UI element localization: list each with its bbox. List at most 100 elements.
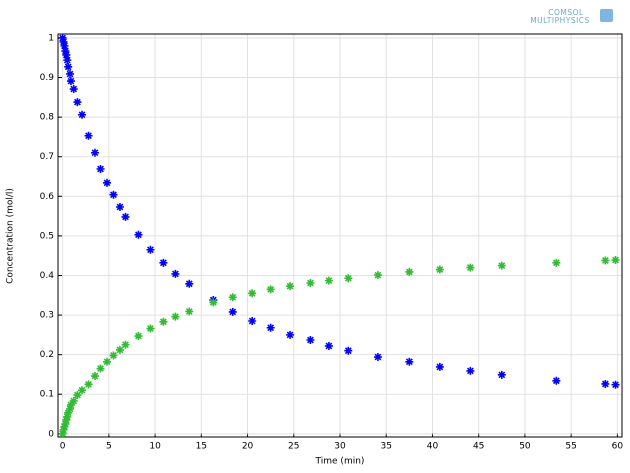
data-point xyxy=(286,282,295,291)
data-point xyxy=(66,400,75,409)
data-point xyxy=(61,47,70,56)
data-point xyxy=(90,148,99,157)
data-point xyxy=(78,110,87,119)
data-point xyxy=(228,307,237,316)
y-tick-label: 0.8 xyxy=(40,113,55,123)
logo-text: MULTIPHYSICS xyxy=(530,16,590,25)
data-point xyxy=(228,293,237,302)
x-tick-label: 10 xyxy=(149,442,161,452)
y-tick-label: 0.4 xyxy=(40,271,55,281)
data-point xyxy=(115,202,124,211)
y-tick-label: 1 xyxy=(48,33,54,43)
data-point xyxy=(63,56,72,65)
data-point xyxy=(62,50,71,59)
data-point xyxy=(121,340,130,349)
data-point xyxy=(601,256,610,265)
x-tick-label: 25 xyxy=(288,442,299,452)
x-tick-label: 5 xyxy=(106,442,112,452)
data-point xyxy=(185,279,194,288)
data-point xyxy=(109,190,118,199)
data-point xyxy=(324,341,333,350)
data-point xyxy=(73,98,82,107)
data-point xyxy=(405,267,414,276)
data-point xyxy=(103,178,112,187)
data-point xyxy=(373,353,382,362)
y-tick-label: 0.1 xyxy=(40,390,54,400)
data-point xyxy=(552,258,561,267)
x-tick-label: 45 xyxy=(473,442,484,452)
data-point xyxy=(84,380,93,389)
data-point xyxy=(146,324,155,333)
data-point xyxy=(286,330,295,339)
data-point xyxy=(90,372,99,381)
data-point xyxy=(64,408,73,417)
x-tick-label: 35 xyxy=(381,442,392,452)
data-point xyxy=(248,289,257,298)
data-point xyxy=(266,285,275,294)
data-point xyxy=(69,85,78,94)
data-point xyxy=(96,364,105,373)
logo-icon xyxy=(600,9,613,22)
data-point xyxy=(435,362,444,371)
data-point xyxy=(209,298,218,307)
y-tick-label: 0.9 xyxy=(40,73,55,83)
data-point xyxy=(115,345,124,354)
data-point xyxy=(64,62,73,71)
data-point xyxy=(324,276,333,285)
data-point xyxy=(248,317,257,326)
x-tick-label: 15 xyxy=(196,442,207,452)
y-tick-label: 0.2 xyxy=(40,350,54,360)
data-point xyxy=(611,380,620,389)
data-point xyxy=(266,323,275,332)
data-point xyxy=(58,33,67,42)
data-point xyxy=(134,332,143,341)
data-point xyxy=(58,429,67,438)
data-point xyxy=(96,164,105,173)
data-point xyxy=(171,269,180,278)
data-point xyxy=(61,419,70,428)
data-point xyxy=(306,279,315,288)
x-tick-label: 0 xyxy=(60,442,66,452)
data-point xyxy=(73,391,82,400)
data-point xyxy=(66,77,75,86)
data-point xyxy=(171,312,180,321)
data-point xyxy=(466,263,475,272)
data-point xyxy=(59,425,68,434)
data-point xyxy=(552,376,561,385)
x-tick-label: 30 xyxy=(334,442,346,452)
x-tick-label: 20 xyxy=(242,442,254,452)
data-point xyxy=(611,256,620,265)
y-tick-label: 0.3 xyxy=(40,311,54,321)
data-point xyxy=(159,258,168,267)
y-tick-label: 0.5 xyxy=(40,231,54,241)
data-point xyxy=(159,317,168,326)
data-point xyxy=(435,265,444,274)
data-point xyxy=(344,346,353,355)
x-tick-label: 60 xyxy=(612,442,624,452)
data-point xyxy=(60,41,69,50)
y-tick-label: 0.6 xyxy=(40,192,55,202)
data-point xyxy=(405,357,414,366)
y-tick-label: 0.7 xyxy=(40,152,54,162)
data-point xyxy=(62,415,71,424)
y-tick-label: 0 xyxy=(48,429,54,439)
data-point xyxy=(601,379,610,388)
data-point xyxy=(60,422,69,431)
logo-text: COMSOL xyxy=(548,8,584,17)
plot-frame xyxy=(57,33,623,438)
data-point xyxy=(497,370,506,379)
data-point xyxy=(146,245,155,254)
data-point xyxy=(66,69,75,78)
data-point xyxy=(59,37,68,46)
x-tick-label: 50 xyxy=(519,442,531,452)
x-axis-label: Time (min) xyxy=(315,457,365,467)
data-point xyxy=(109,351,118,360)
data-point xyxy=(497,261,506,270)
data-point xyxy=(306,336,315,345)
data-point xyxy=(134,230,143,239)
x-tick-label: 40 xyxy=(427,442,439,452)
data-point xyxy=(466,366,475,375)
data-point xyxy=(344,274,353,283)
data-point xyxy=(63,412,72,421)
